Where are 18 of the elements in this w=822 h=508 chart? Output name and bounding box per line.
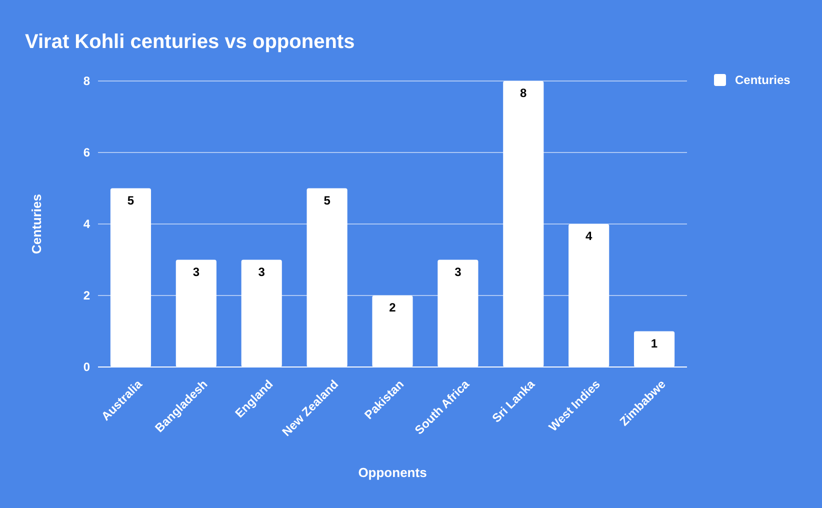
y-tick-label: 6 xyxy=(83,146,90,160)
y-axis-title: Centuries xyxy=(29,194,44,254)
chart-title: Virat Kohli centuries vs opponents xyxy=(25,31,355,53)
y-tick-label: 4 xyxy=(83,217,90,232)
x-axis-title: Opponents xyxy=(358,465,427,480)
data-label: 5 xyxy=(127,193,134,208)
legend-label: Centuries xyxy=(735,73,791,88)
data-label: 3 xyxy=(192,264,200,279)
data-label: 5 xyxy=(324,193,331,208)
data-label: 8 xyxy=(520,86,528,100)
data-label: 3 xyxy=(454,264,462,279)
y-tick-label: 0 xyxy=(83,360,90,374)
y-tick-label: 8 xyxy=(83,74,90,88)
data-label: 1 xyxy=(650,336,658,350)
data-label: 4 xyxy=(585,229,592,243)
data-label: 2 xyxy=(389,300,396,314)
y-tick-label: 2 xyxy=(83,288,90,303)
data-label: 3 xyxy=(258,264,266,279)
